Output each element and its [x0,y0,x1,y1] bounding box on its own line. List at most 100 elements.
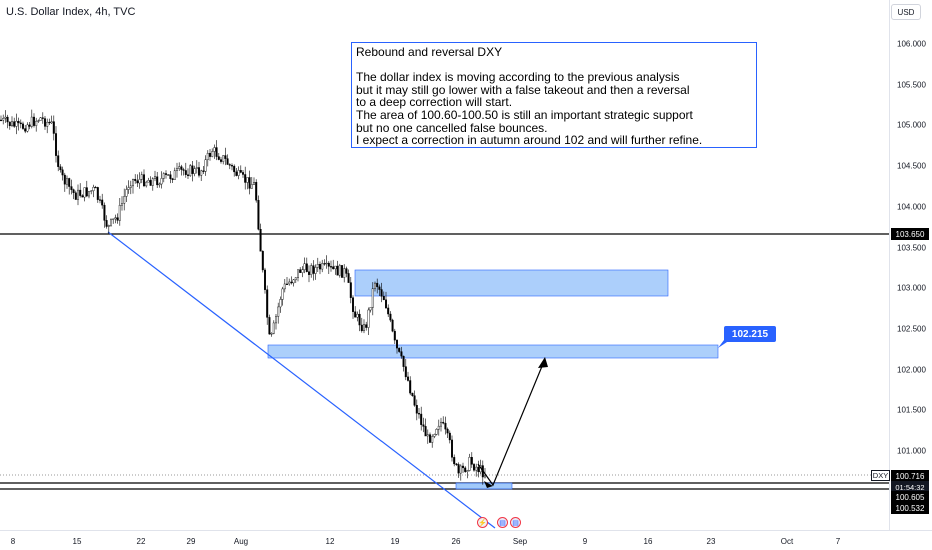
price-tick: 101.500 [897,405,926,415]
candle-body [374,282,377,289]
candle-body [343,268,346,278]
candle-body [477,466,480,473]
candle-body [28,124,31,127]
candle-body [334,265,337,270]
candle-body [385,299,388,309]
candle-body [466,470,469,472]
candle-body [74,192,77,200]
candle-body [301,269,304,273]
candle-body [70,186,73,190]
candle-body [398,347,401,352]
candle-body [484,475,487,478]
candle-body [103,204,106,221]
candle-body [222,155,225,162]
price-label-100532: 100.532 [891,502,929,514]
candle-body [354,311,357,318]
candle-body [349,282,352,298]
candle-body [314,267,317,274]
time-tick: 8 [10,537,16,546]
candle-body [332,266,335,270]
candlestick-series [0,109,487,485]
candle-body [389,313,392,321]
candle-body [420,413,423,425]
candle-body [39,117,42,121]
candle-body [114,217,117,220]
price-tick: 103.500 [897,243,926,253]
analysis-note[interactable]: Rebound and reversal DXY The dollar inde… [351,42,757,148]
candle-body [310,265,313,275]
candle-body [376,282,379,288]
price-chart[interactable] [0,0,889,530]
candle-body [197,167,200,176]
candle-body [123,196,126,204]
candle-body [248,177,251,189]
candle-body [184,170,187,175]
candle-body [193,168,196,174]
candle-body [360,324,363,332]
candle-body [288,281,291,285]
candle-body [92,186,95,192]
currency-selector[interactable]: USD [891,4,921,20]
candle-body [169,174,172,179]
projection-path [477,358,546,487]
candle-body [266,289,269,318]
candle-body [233,165,236,173]
target-price-callout[interactable]: 102.215 [724,326,776,342]
candle-body [246,177,249,183]
candle-body [134,179,137,181]
candle-body [33,116,36,126]
candle-body [457,464,460,474]
candle-body [411,392,414,396]
us-flag-icon[interactable]: ▤ [510,517,521,528]
candle-body [459,465,462,474]
time-tick: 22 [136,537,146,546]
candle-body [206,152,209,160]
candle-body [213,147,216,152]
candle-body [259,229,262,252]
time-tick: 29 [186,537,196,546]
candle-body [94,186,97,189]
candle-body [65,178,68,185]
candle-body [325,262,328,265]
candle-body [72,189,75,193]
candle-body [81,195,84,198]
candle-body [455,463,458,465]
candle-body [429,434,432,443]
candle-body [257,200,260,230]
candle-body [226,158,229,165]
candle-body [369,307,372,311]
time-tick: 23 [706,537,716,546]
candle-body [140,174,143,180]
last-price-label: 100.716 [891,470,929,482]
candle-body [475,466,478,471]
candle-body [136,180,139,184]
candle-body [341,265,344,278]
bar-countdown: 01:54:32 [891,481,929,493]
price-tick: 104.000 [897,202,926,212]
lightning-icon[interactable]: ⚡ [477,517,488,528]
candle-body [312,265,315,274]
candle-body [321,263,324,270]
candle-body [116,217,119,221]
candle-body [316,264,319,268]
candle-body [308,271,311,275]
us-flag-icon[interactable]: ▤ [497,517,508,528]
candle-body [319,264,322,270]
candle-body [149,180,152,186]
candle-body [473,464,476,471]
candle-body [303,263,306,270]
time-tick: Oct [780,537,794,546]
time-tick: Aug [233,537,249,546]
candle-body [112,218,115,220]
candle-body [270,333,273,335]
candle-body [195,167,198,169]
candle-body [446,428,449,434]
candle-body [239,170,242,173]
candle-body [286,283,289,285]
price-tick: 102.500 [897,324,926,334]
candle-body [415,405,418,414]
candle-body [85,187,88,197]
candle-body [68,178,71,187]
candle-body [162,173,165,179]
candle-body [24,128,27,132]
